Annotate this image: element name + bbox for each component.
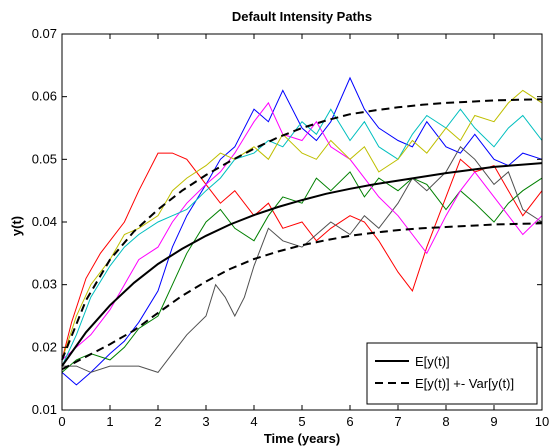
x-tick-label-7: 7 bbox=[394, 414, 401, 429]
y-tick-label-3: 0.04 bbox=[32, 214, 57, 229]
x-tick-label-0: 0 bbox=[58, 414, 65, 429]
legend-box bbox=[366, 342, 538, 405]
x-axis-label: Time (years) bbox=[264, 431, 340, 446]
upper-variance-curve bbox=[61, 98, 543, 361]
path-line-6 bbox=[61, 108, 543, 367]
path-line-7 bbox=[61, 89, 543, 361]
intensity-paths bbox=[61, 76, 543, 386]
x-tick-label-6: 6 bbox=[346, 414, 353, 429]
axes: 0 1 2 3 4 5 6 7 8 9 10 0.01 0.02 0.03 0.04 0.05 0.06 0.07 bbox=[32, 26, 550, 429]
y-tick-label-2: 0.03 bbox=[32, 277, 57, 292]
y-tick-label-0: 0.01 bbox=[32, 402, 57, 417]
x-tick-label-1: 1 bbox=[106, 414, 113, 429]
path-line-4 bbox=[62, 146, 543, 373]
y-tick-label-1: 0.02 bbox=[32, 339, 57, 354]
mean-curve bbox=[61, 162, 543, 367]
path-line-2 bbox=[61, 76, 543, 386]
legend-label-var: E[y(t)] +- Var[y(t)] bbox=[415, 376, 514, 391]
x-tick-label-4: 4 bbox=[250, 414, 257, 429]
expectation-curves bbox=[61, 98, 543, 371]
path-line-1 bbox=[61, 152, 543, 361]
x-tick-label-8: 8 bbox=[442, 414, 449, 429]
y-axis-label: y(t) bbox=[9, 216, 24, 236]
y-tick-label-5: 0.06 bbox=[32, 89, 57, 104]
y-tick-label-6: 0.07 bbox=[32, 26, 57, 41]
path-line-5 bbox=[61, 101, 543, 361]
x-tick-label-3: 3 bbox=[202, 414, 209, 429]
legend-label-mean: E[y(t)] bbox=[415, 354, 450, 369]
lower-variance-curve bbox=[61, 222, 543, 371]
x-tick-label-5: 5 bbox=[298, 414, 305, 429]
chart-title: Default Intensity Paths bbox=[232, 9, 372, 24]
x-tick-label-10: 10 bbox=[535, 414, 549, 429]
x-tick-label-2: 2 bbox=[154, 414, 161, 429]
y-tick-label-4: 0.05 bbox=[32, 151, 57, 166]
x-tick-label-9: 9 bbox=[490, 414, 497, 429]
legend: E[y(t)] E[y(t)] +- Var[y(t)] bbox=[366, 342, 538, 405]
